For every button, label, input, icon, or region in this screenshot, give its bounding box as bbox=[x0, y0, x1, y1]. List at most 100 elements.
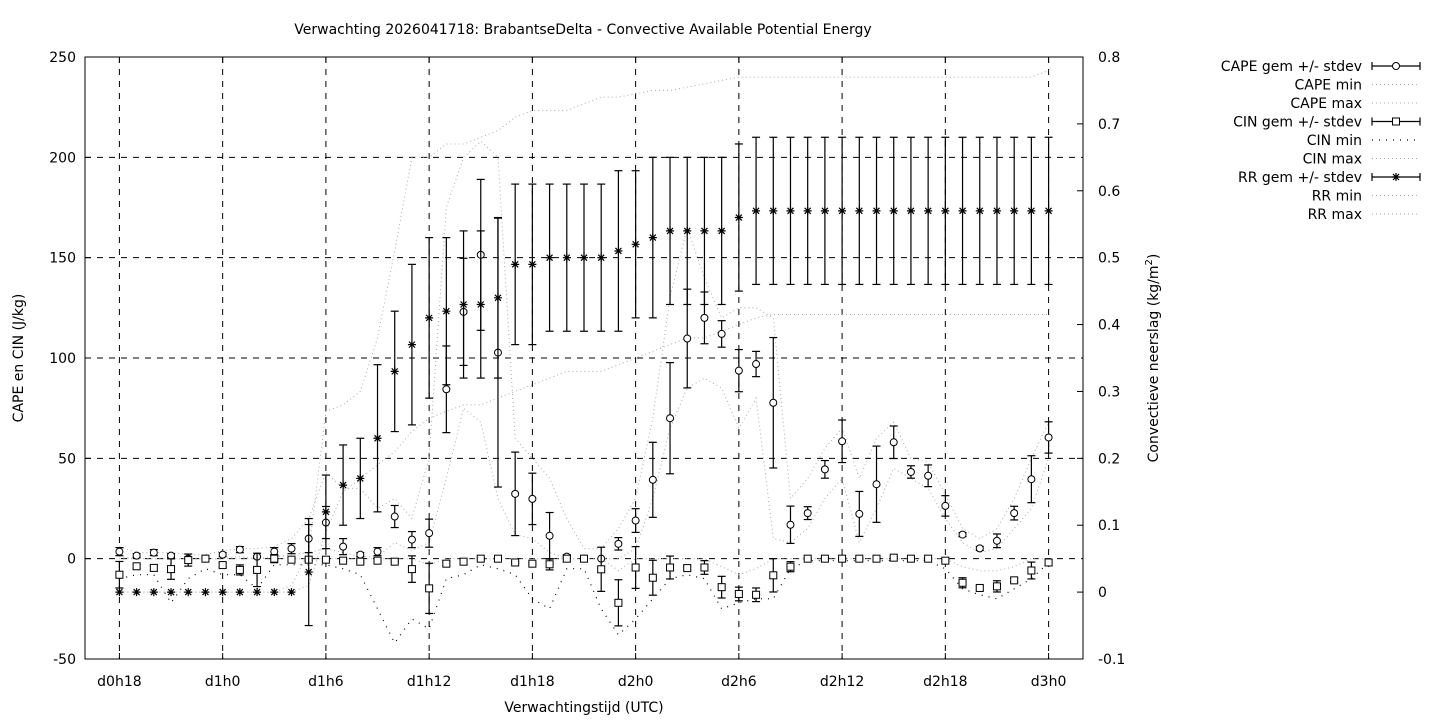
rr-min-line bbox=[119, 314, 1049, 593]
cape-gem-stdev-point bbox=[167, 551, 176, 560]
cin-gem-stdev-point bbox=[924, 554, 933, 563]
cin-gem-stdev-point bbox=[321, 555, 330, 564]
cape-gem-stdev-point bbox=[700, 313, 709, 322]
legend-label: RR min bbox=[1312, 189, 1362, 205]
y2-tick-label: 0.1 bbox=[1098, 518, 1120, 534]
cin-gem-stdev-point bbox=[803, 554, 812, 563]
cape-gem-stdev-point bbox=[992, 536, 1001, 545]
x-tick-label: d1h18 bbox=[510, 674, 554, 690]
rr-gem-stdev-point bbox=[390, 367, 399, 376]
chart-title: Verwachting 2026041718: BrabantseDelta -… bbox=[294, 22, 871, 38]
cape-gem-stdev-point bbox=[666, 414, 675, 423]
y-tick-label: 0 bbox=[67, 552, 76, 568]
cin-gem-stdev-point bbox=[614, 598, 623, 607]
cin-gem-stdev-point bbox=[528, 559, 537, 568]
rr-gem-stdev-point bbox=[838, 206, 847, 215]
cape-gem-stdev-point bbox=[683, 334, 692, 343]
y2-axis-label: Convectieve neerslag (kg/m2) bbox=[1144, 254, 1162, 463]
y-tick-label: 250 bbox=[49, 50, 76, 66]
y-tick-label: 200 bbox=[49, 150, 76, 166]
cin-gem-stdev-point bbox=[493, 554, 502, 563]
cape-gem-stdev-point bbox=[149, 548, 158, 557]
cin-gem-stdev-point bbox=[975, 583, 984, 592]
rr-gem-stdev-point bbox=[958, 206, 967, 215]
rr-gem-stdev-point bbox=[769, 206, 778, 215]
min-max-lines bbox=[119, 69, 1050, 645]
cape-gem-stdev-point bbox=[734, 366, 743, 375]
y2-tick-label: 0.5 bbox=[1098, 251, 1120, 267]
cape-gem-stdev-point bbox=[545, 531, 554, 540]
cin-gem-stdev-point bbox=[218, 561, 227, 570]
rr-gem-stdev-point bbox=[270, 588, 279, 597]
rr-gem-stdev-point bbox=[407, 340, 416, 349]
legend-label: RR gem +/- stdev bbox=[1238, 170, 1362, 186]
cape-gem-stdev-point bbox=[407, 535, 416, 544]
cin-gem-stdev-point bbox=[149, 563, 158, 572]
cin-gem-stdev-point bbox=[1044, 558, 1053, 567]
cape-gem-stdev-point bbox=[442, 385, 451, 394]
rr-gem-stdev-point bbox=[132, 588, 141, 597]
cin-gem-stdev-point bbox=[631, 563, 640, 572]
rr-gem-stdev-point bbox=[1044, 206, 1053, 215]
y2-tick-label: 0.3 bbox=[1098, 384, 1120, 400]
errorbar-series bbox=[115, 136, 1053, 627]
cape-gem-stdev-point bbox=[528, 494, 537, 503]
cape-gem-stdev-point bbox=[924, 471, 933, 480]
rr-gem-stdev-point bbox=[321, 507, 330, 516]
y2-tick-label: -0.1 bbox=[1098, 652, 1125, 668]
cape-gem-stdev-point bbox=[872, 480, 881, 489]
rr-gem-stdev-point bbox=[493, 293, 502, 302]
rr-gem-stdev-point bbox=[855, 206, 864, 215]
rr-gem-stdev-point bbox=[906, 206, 915, 215]
cape-gem-stdev-point bbox=[356, 550, 365, 559]
cin-gem-stdev-point bbox=[717, 583, 726, 592]
cape-gem-stdev-series bbox=[115, 178, 1053, 563]
cape-gem-stdev-point bbox=[425, 529, 434, 538]
cin-gem-stdev-point bbox=[132, 562, 141, 571]
rr-gem-stdev-point bbox=[666, 226, 675, 235]
cape-gem-stdev-point bbox=[648, 475, 657, 484]
rr-gem-stdev-point bbox=[975, 206, 984, 215]
cin-gem-stdev-point bbox=[390, 557, 399, 566]
cin-gem-stdev-point bbox=[356, 557, 365, 566]
y-axis-label: CAPE en CIN (J/kg) bbox=[11, 294, 27, 423]
cin-gem-stdev-point bbox=[992, 582, 1001, 591]
rr-gem-stdev-point bbox=[287, 588, 296, 597]
cin-gem-stdev-point bbox=[511, 558, 520, 567]
rr-gem-stdev-point bbox=[614, 246, 623, 255]
rr-gem-stdev-point bbox=[528, 260, 537, 269]
x-tick-label: d1h0 bbox=[205, 674, 241, 690]
rr-gem-stdev-point bbox=[631, 240, 640, 249]
rr-gem-stdev-point bbox=[1010, 206, 1019, 215]
cape-gem-stdev-point bbox=[614, 539, 623, 548]
y2-tick-label: 0.4 bbox=[1098, 318, 1120, 334]
cin-gem-stdev-point bbox=[648, 573, 657, 582]
cin-gem-stdev-point bbox=[769, 571, 778, 580]
cape-gem-stdev-point bbox=[1044, 433, 1053, 442]
rr-gem-stdev-point bbox=[683, 226, 692, 235]
cin-gem-stdev-point bbox=[407, 565, 416, 574]
legend-label: CIN max bbox=[1303, 152, 1362, 168]
x-tick-label: d3h0 bbox=[1031, 674, 1067, 690]
cin-gem-stdev-series bbox=[115, 546, 1053, 627]
cape-gem-stdev-point bbox=[752, 360, 761, 369]
rr-gem-stdev-point bbox=[786, 206, 795, 215]
rr-gem-stdev-point bbox=[235, 588, 244, 597]
cape-gem-stdev-point bbox=[218, 550, 227, 559]
grid bbox=[85, 57, 1083, 659]
x-tick-label: d2h12 bbox=[820, 674, 864, 690]
cin-gem-stdev-point bbox=[545, 560, 554, 569]
rr-gem-stdev-point bbox=[373, 434, 382, 443]
legend-sample-marker bbox=[1392, 62, 1400, 70]
cin-gem-stdev-point bbox=[235, 565, 244, 574]
cin-gem-stdev-point bbox=[476, 554, 485, 563]
cape-gem-stdev-point bbox=[235, 545, 244, 554]
cin-gem-stdev-point bbox=[115, 570, 124, 579]
cape-max-line bbox=[119, 140, 1050, 556]
cape-gem-stdev-point bbox=[855, 509, 864, 518]
rr-gem-stdev-point bbox=[339, 481, 348, 490]
cin-gem-stdev-point bbox=[287, 555, 296, 564]
rr-gem-stdev-point bbox=[580, 253, 588, 262]
cape-gem-stdev-point bbox=[132, 551, 141, 560]
